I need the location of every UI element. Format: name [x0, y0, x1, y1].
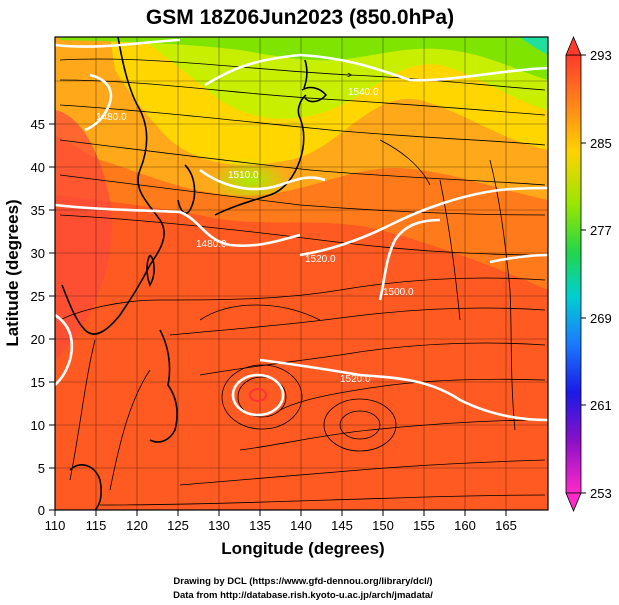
- x-tick-label: 125: [167, 518, 189, 533]
- x-tick-label: 110: [45, 518, 66, 533]
- coastlines: [61, 37, 328, 510]
- colorbar-label: 285: [590, 136, 612, 151]
- korea-coast: [177, 164, 196, 215]
- colorbar-label: 253: [590, 486, 612, 501]
- y-tick-label: 20: [31, 332, 45, 347]
- sakhalin-coast: [303, 59, 308, 89]
- x-tick-label: 140: [290, 518, 312, 533]
- y-tick-label: 45: [31, 117, 45, 132]
- japan-coast: [214, 94, 307, 216]
- x-tick-label: 115: [86, 518, 107, 533]
- y-tick-label: 0: [38, 503, 45, 518]
- credit-line-drawing: Drawing by DCL (https://www.gfd-dennou.o…: [173, 576, 432, 587]
- plot-area: 1480.0 1510.0 1480.0 1520.0 1500.0 1520.…: [55, 37, 548, 510]
- height-contours: [55, 38, 548, 422]
- green-band: [60, 37, 548, 80]
- y-tick-label: 10: [31, 418, 45, 433]
- light-green-band: [150, 37, 548, 119]
- contour-label: 1520.0: [340, 374, 371, 385]
- colorbar-label: 277: [590, 223, 612, 238]
- y-tick-label: 30: [31, 246, 45, 261]
- x-tick-label: 145: [331, 518, 353, 533]
- contour-label: 1500.0: [383, 287, 414, 298]
- cool-spot: [210, 158, 290, 202]
- x-tick-label: 150: [372, 518, 394, 533]
- x-axis-label: Longitude (degrees): [221, 539, 384, 558]
- map-title: GSM 18Z06Jun2023 (850.0hPa): [146, 6, 454, 29]
- contour-labels: 1480.0 1510.0 1480.0 1520.0 1500.0 1520.…: [96, 87, 414, 385]
- y-axis-label: Latitude (degrees): [3, 199, 22, 346]
- contour-label: 1480.0: [196, 239, 227, 250]
- colorbar-label: 261: [590, 398, 612, 413]
- contour-label: 1510.0: [228, 170, 259, 181]
- y-tick-label: 35: [31, 203, 45, 218]
- y-tick-label: 40: [31, 160, 45, 175]
- hot-patch: [55, 110, 112, 360]
- x-tick-label: 155: [413, 518, 435, 533]
- x-tick-label: 165: [495, 518, 517, 533]
- cyan-corner: [520, 37, 548, 55]
- asia-coast: [61, 37, 165, 335]
- y-tick-labels: 0 5 10 15 20 25 30 35 40 45: [31, 117, 45, 518]
- contour-label: 1520.0: [305, 254, 336, 265]
- colorbar-label: 293: [590, 48, 612, 63]
- y-tick-label: 5: [38, 461, 45, 476]
- philippines-coast: [149, 329, 178, 443]
- y-tick-label: 25: [31, 289, 45, 304]
- x-tick-labels: 110 115 120 125 130 135 140 145 150 155 …: [45, 518, 517, 533]
- y-tick-label: 15: [31, 375, 45, 390]
- x-tick-label: 120: [126, 518, 148, 533]
- hokkaido-coast: [301, 86, 328, 103]
- tick-marks: [49, 123, 507, 516]
- borneo-coast: [69, 464, 102, 510]
- colorbar-label: 269: [590, 311, 612, 326]
- contour-label: 1480.0: [96, 112, 127, 123]
- contour-label: 1540.0: [348, 87, 379, 98]
- x-tick-label: 130: [208, 518, 230, 533]
- x-tick-label: 135: [249, 518, 271, 533]
- wind-streamlines: [59, 58, 546, 506]
- taiwan-coast: [146, 254, 155, 287]
- credit-line-data: Data from http://database.rish.kyoto-u.a…: [173, 590, 433, 601]
- colorbar: 293 285 277 269 261 253: [565, 35, 612, 513]
- x-tick-label: 160: [454, 518, 476, 533]
